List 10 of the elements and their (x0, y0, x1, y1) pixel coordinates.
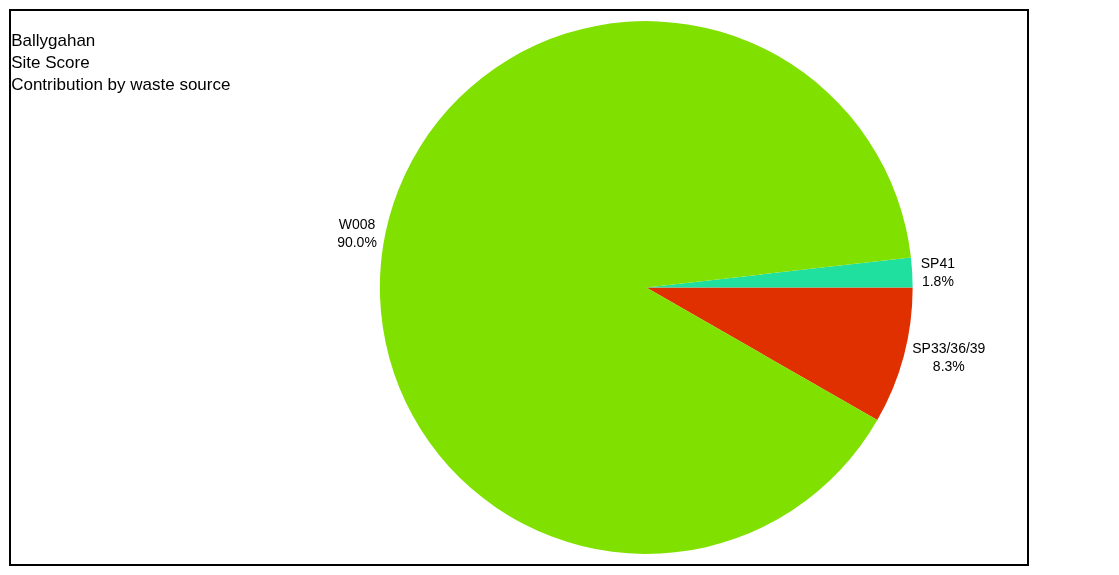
data-label: 90.0% (337, 233, 377, 250)
text: Ballygahan Site Score Contribution by waste source (11, 31, 231, 95)
pie-slice (380, 21, 911, 554)
slice-label: SP33/36/39 (912, 340, 986, 357)
slice-label: SP41 (920, 255, 956, 272)
pie-slice (646, 257, 913, 288)
data-label: 1.8% (921, 273, 954, 290)
slice-label: W008 (338, 215, 376, 232)
pie-slice (646, 287, 913, 421)
data-label: 8.3% (932, 358, 965, 375)
